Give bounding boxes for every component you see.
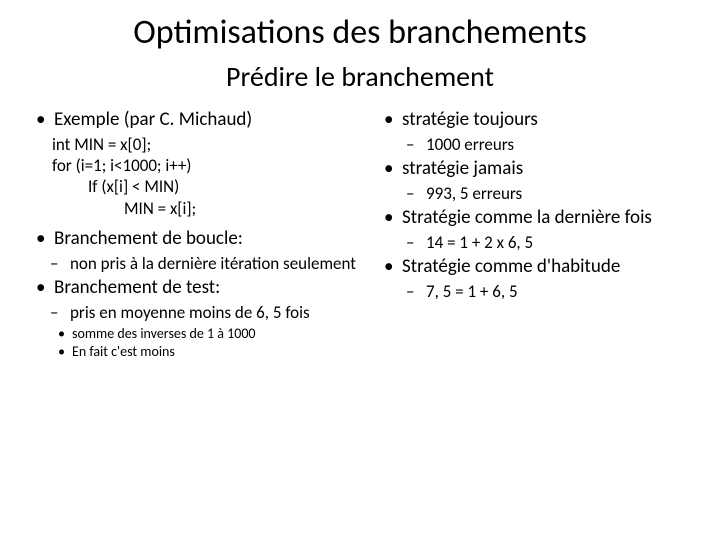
strategy-always-errors: 1000 erreurs	[404, 134, 690, 155]
slide-subtitle: Prédire le branchement	[30, 59, 690, 94]
right-column: stratégie toujours 1000 erreurs stratégi…	[378, 108, 690, 362]
left-column: Exemple (par C. Michaud) int MIN = x[0];…	[30, 108, 368, 362]
slide-title: Optimisations des branchements	[30, 12, 690, 53]
strategy-last-time: Stratégie comme la dernière fois	[382, 206, 690, 230]
strategy-usual: Stratégie comme d'habitude	[382, 255, 690, 279]
test-branch-detail: pris en moyenne moins de 6, 5 fois	[50, 302, 368, 323]
strategy-never: stratégie jamais	[382, 157, 690, 181]
strategy-usual-calc: 7, 5 = 1 + 6, 5	[404, 281, 690, 302]
strategy-never-errors: 993, 5 erreurs	[404, 183, 690, 204]
code-line: If (x[i] < MIN)	[52, 176, 368, 197]
strategy-last-time-calc: 14 = 1 + 2 x 6, 5	[404, 232, 690, 253]
loop-branch-detail: non pris à la dernière itération seuleme…	[50, 253, 368, 274]
test-branch-note: somme des inverses de 1 à 1000	[58, 325, 368, 343]
example-heading: Exemple (par C. Michaud)	[34, 108, 368, 132]
code-line: int MIN = x[0];	[52, 134, 368, 155]
code-line: for (i=1; i<1000; i++)	[52, 155, 368, 176]
test-branch-heading: Branchement de test:	[34, 276, 368, 300]
code-line: MIN = x[i];	[52, 198, 368, 219]
strategy-always: stratégie toujours	[382, 108, 690, 132]
test-branch-note: En fait c'est moins	[58, 343, 368, 361]
loop-branch-heading: Branchement de boucle:	[34, 227, 368, 251]
content-columns: Exemple (par C. Michaud) int MIN = x[0];…	[30, 108, 690, 362]
